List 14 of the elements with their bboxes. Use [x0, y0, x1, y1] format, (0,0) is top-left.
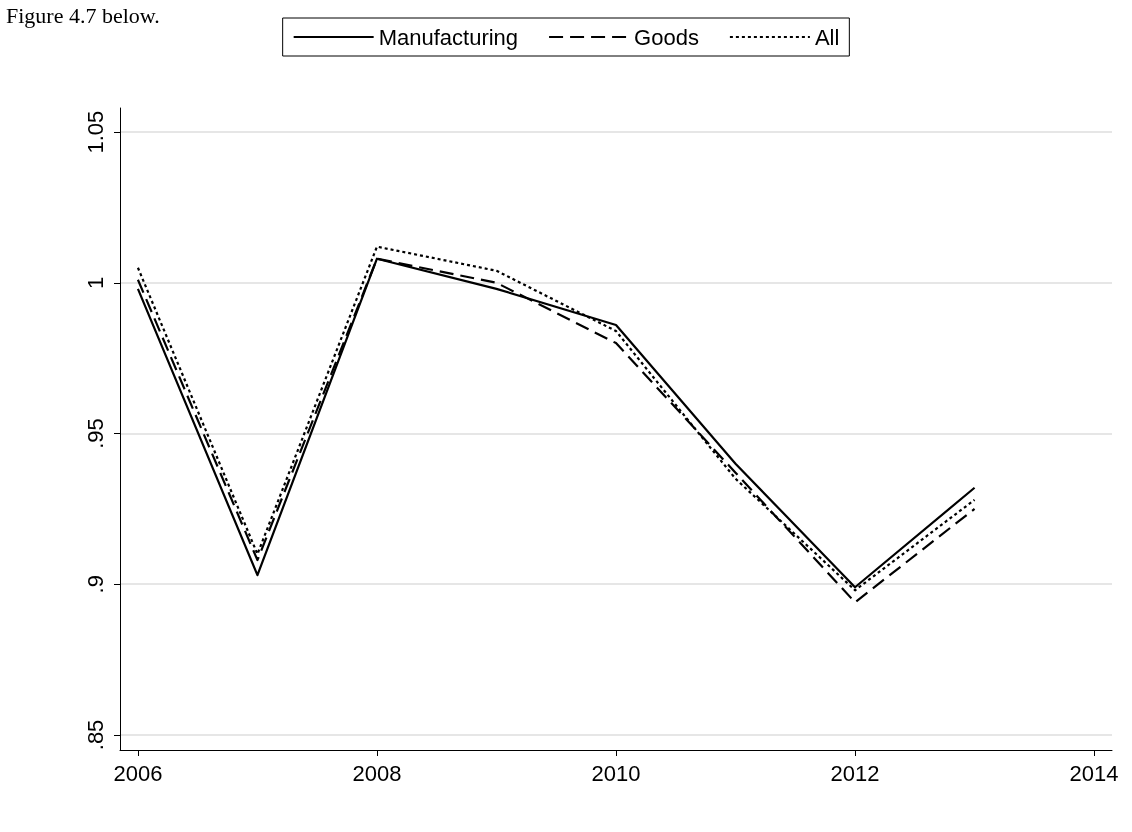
y-tick-label: .85 [82, 719, 108, 751]
legend-label: All [814, 24, 840, 50]
caption: Figure 4.7 below. [6, 2, 160, 28]
x-tick-label: 2014 [1069, 760, 1119, 786]
x-tick-label: 2012 [830, 760, 880, 786]
x-tick-label: 2010 [591, 760, 641, 786]
y-tick-label: .9 [82, 575, 108, 594]
legend-label: Goods [634, 24, 699, 50]
legend-label: Manufacturing [378, 24, 519, 50]
y-tick-label: .95 [82, 418, 108, 449]
y-tick-label: 1 [82, 276, 108, 289]
x-tick-label: 2008 [352, 760, 402, 786]
x-tick-label: 2006 [113, 760, 163, 786]
y-tick-label: 1.05 [82, 110, 108, 154]
